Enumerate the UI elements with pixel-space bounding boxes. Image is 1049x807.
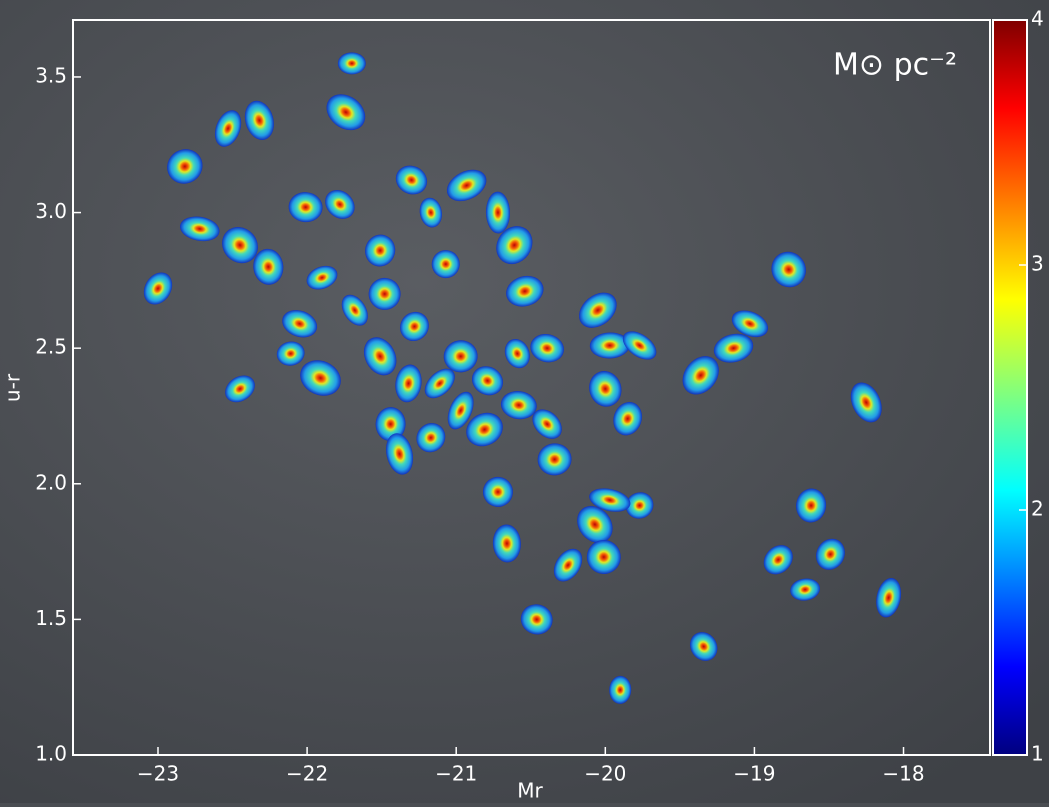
galaxy [395,165,428,195]
galaxy [471,366,504,396]
galaxy [763,545,793,575]
x-tick-label: −18 [882,762,924,786]
galaxy [443,340,478,373]
y-axis-label: u-r [1,373,25,402]
galaxy [276,341,305,366]
annotation: M⊙ pc⁻² [833,48,957,83]
galaxy [589,332,630,359]
galaxy [416,423,446,453]
galaxy [365,234,396,267]
y-tick-label: 1.5 [35,606,67,630]
galaxy [424,368,455,399]
galaxy [375,407,406,442]
galaxy [771,251,806,288]
galaxy [537,443,572,476]
galaxy [395,364,422,403]
colorbar-tick-label: 3 [1031,252,1044,276]
galaxy [400,311,429,342]
galaxy [790,578,821,601]
colorbar-tick-label: 2 [1031,497,1044,521]
galaxy [466,412,503,447]
galaxy [815,538,845,570]
galaxy [179,216,220,242]
colorbar-tick-label: 4 [1031,7,1044,31]
galaxy [553,548,583,582]
colorbar [992,19,1028,756]
galaxy [282,310,318,338]
y-tick-label: 2.0 [35,470,67,494]
galaxy [244,100,274,140]
galaxy [167,149,203,184]
galaxy [504,339,530,369]
galaxy [326,94,366,131]
galaxy [306,265,338,290]
y-tick-label: 1.0 [35,742,67,766]
colorbar-tick-label: 1 [1031,742,1044,766]
plot-frame [72,19,991,756]
galaxy [214,110,242,147]
galaxy [492,524,521,563]
galaxy [341,294,368,326]
galaxy [253,248,284,285]
galaxy [143,272,173,305]
galaxy [850,382,882,423]
galaxy [577,506,613,543]
galaxy [368,277,401,310]
galaxy [500,391,537,420]
galaxy [446,169,487,202]
y-tick-label: 3.0 [35,199,67,223]
galaxy [609,675,632,704]
galaxy [682,356,719,395]
galaxy [222,227,258,264]
galaxy [586,540,621,575]
x-axis-label: Mr [517,779,543,803]
galaxy [225,375,255,403]
galaxy [690,632,718,661]
galaxy [613,401,643,436]
galaxy [876,577,902,618]
galaxy [589,371,622,407]
x-tick-label: −22 [286,762,328,786]
galaxy [578,292,617,328]
galaxy [731,310,769,338]
galaxy [337,52,366,75]
galaxy [447,391,474,430]
galaxy [530,333,564,363]
galaxy [506,275,544,307]
galaxy [288,192,323,223]
x-tick-label: −20 [584,762,626,786]
galaxy [325,190,355,219]
galaxy [520,604,553,635]
x-tick-label: −21 [435,762,477,786]
galaxy [363,337,397,376]
x-tick-label: −23 [137,762,179,786]
galaxy [300,360,341,396]
x-tick-label: −19 [733,762,775,786]
galaxy [496,226,533,265]
galaxy [532,409,562,439]
galaxy [386,433,414,475]
galaxy [622,331,657,360]
galaxy [589,488,631,512]
galaxy [485,191,510,234]
y-tick-label: 3.5 [35,63,67,87]
galaxy [431,250,460,279]
galaxy [713,333,754,363]
y-tick-label: 2.5 [35,335,67,359]
galaxy [482,476,513,507]
galaxy [419,197,443,228]
galaxy [796,488,827,523]
galaxy [625,492,654,519]
